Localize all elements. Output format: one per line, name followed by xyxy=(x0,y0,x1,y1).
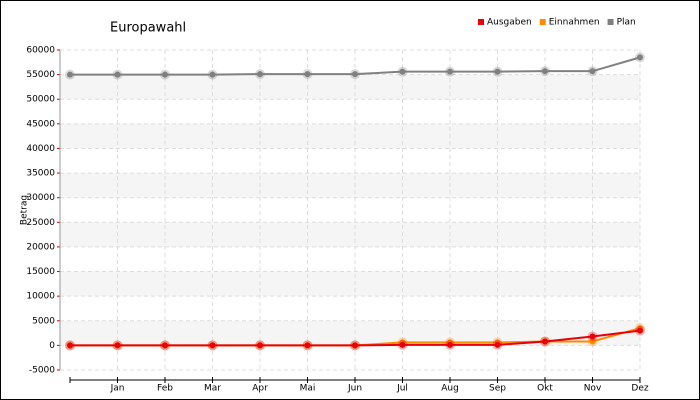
x-tick-label: Apr xyxy=(252,384,268,394)
y-tick-label: -5000 xyxy=(29,366,55,376)
x-tick-label: Mai xyxy=(300,384,316,394)
marker xyxy=(67,342,73,349)
y-tick-label: 0 xyxy=(49,341,55,351)
y-tick-label: 45000 xyxy=(26,119,55,129)
band xyxy=(60,173,640,198)
x-tick-label: Jan xyxy=(110,384,125,394)
x-tick-label: Okt xyxy=(537,384,553,394)
legend-swatch xyxy=(539,19,546,25)
x-tick-label: Sep xyxy=(489,384,506,394)
marker xyxy=(352,342,358,349)
chart-title: Europawahl xyxy=(110,21,186,36)
marker xyxy=(67,71,73,78)
marker xyxy=(589,68,596,75)
y-tick-label: 35000 xyxy=(26,169,55,179)
marker xyxy=(352,71,358,78)
x-tick-label: Feb xyxy=(157,384,173,394)
marker xyxy=(399,341,406,348)
y-tick-label: 15000 xyxy=(26,267,55,277)
marker xyxy=(494,68,501,75)
marker xyxy=(637,327,643,334)
marker xyxy=(589,333,596,340)
marker xyxy=(637,54,643,61)
marker xyxy=(114,71,121,78)
x-tick-label: Dez xyxy=(631,384,648,394)
y-tick-label: 60000 xyxy=(26,46,55,56)
y-tick-label: 20000 xyxy=(26,242,55,252)
band xyxy=(60,222,640,247)
marker xyxy=(399,68,406,75)
y-tick-label: 25000 xyxy=(26,218,55,228)
marker xyxy=(257,342,263,349)
legend-swatch xyxy=(478,19,484,25)
marker xyxy=(162,342,168,349)
marker xyxy=(114,342,121,349)
x-tick-label: Mar xyxy=(204,384,221,394)
marker xyxy=(162,71,168,78)
legend-label: Ausgaben xyxy=(487,18,532,28)
y-tick-label: 55000 xyxy=(26,70,55,80)
legend-label: Plan xyxy=(617,18,636,28)
band xyxy=(60,74,640,100)
y-tick-label: 40000 xyxy=(26,144,55,154)
marker xyxy=(304,71,311,78)
y-tick-label: 5000 xyxy=(32,316,55,326)
marker xyxy=(542,338,548,345)
x-tick-label: Nov xyxy=(584,384,602,394)
x-tick-label: Aug xyxy=(441,384,459,394)
marker xyxy=(257,71,263,78)
y-tick-label: 10000 xyxy=(26,292,55,302)
x-tick-label: Jun xyxy=(347,384,362,394)
band xyxy=(60,123,640,149)
marker xyxy=(589,338,596,345)
band xyxy=(60,271,640,297)
y-tick-label: 30000 xyxy=(26,193,55,203)
y-axis-label: Betrag xyxy=(20,195,30,225)
marker xyxy=(304,342,311,349)
x-tick-label: Jul xyxy=(396,384,408,394)
legend-label: Einnahmen xyxy=(549,18,600,28)
marker xyxy=(542,68,548,75)
y-tick-label: 50000 xyxy=(26,95,55,105)
marker xyxy=(494,341,501,348)
legend-swatch xyxy=(607,19,614,25)
marker xyxy=(447,341,453,348)
marker xyxy=(209,342,216,349)
marker xyxy=(209,71,216,78)
marker xyxy=(447,68,453,75)
